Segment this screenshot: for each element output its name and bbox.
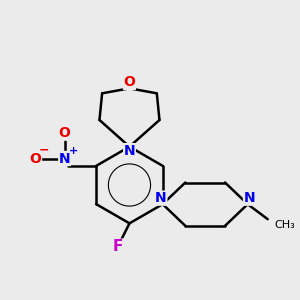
Text: CH₃: CH₃ <box>274 220 295 230</box>
Text: N: N <box>124 144 135 158</box>
Text: N: N <box>244 191 255 205</box>
Text: F: F <box>112 239 123 254</box>
Text: −: − <box>38 143 49 156</box>
Text: O: O <box>124 75 135 89</box>
Text: +: + <box>69 146 78 156</box>
Text: N: N <box>59 152 70 166</box>
Text: O: O <box>30 152 41 166</box>
Text: N: N <box>155 191 167 205</box>
Text: O: O <box>59 126 70 140</box>
